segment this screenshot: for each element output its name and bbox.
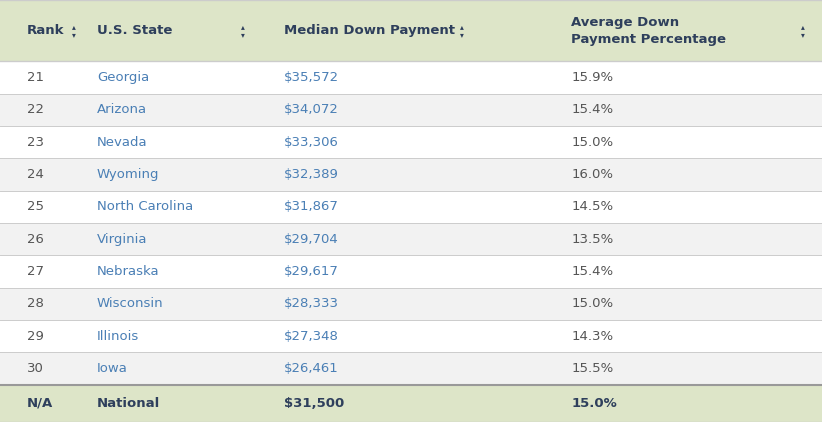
Text: $27,348: $27,348 <box>284 330 339 343</box>
Text: U.S. State: U.S. State <box>97 24 173 37</box>
Text: Arizona: Arizona <box>97 103 147 116</box>
Text: 15.0%: 15.0% <box>571 298 613 311</box>
Text: 21: 21 <box>27 71 44 84</box>
Text: 29: 29 <box>27 330 44 343</box>
Text: Nevada: Nevada <box>97 135 148 149</box>
Text: Illinois: Illinois <box>97 330 139 343</box>
Text: $29,704: $29,704 <box>284 233 339 246</box>
Text: North Carolina: North Carolina <box>97 200 193 214</box>
Text: $32,389: $32,389 <box>284 168 339 181</box>
Bar <box>0 385 822 422</box>
Text: 15.5%: 15.5% <box>571 362 613 375</box>
Bar <box>0 352 822 385</box>
Text: $31,867: $31,867 <box>284 200 339 214</box>
Text: National: National <box>97 397 160 410</box>
Bar <box>0 288 822 320</box>
Text: Virginia: Virginia <box>97 233 147 246</box>
Text: Iowa: Iowa <box>97 362 128 375</box>
Text: 24: 24 <box>27 168 44 181</box>
Text: Median Down Payment: Median Down Payment <box>284 24 455 37</box>
Text: 22: 22 <box>27 103 44 116</box>
Bar <box>0 191 822 223</box>
Text: 27: 27 <box>27 265 44 278</box>
Text: 16.0%: 16.0% <box>571 168 613 181</box>
Text: Wyoming: Wyoming <box>97 168 159 181</box>
Bar <box>0 0 822 61</box>
Text: Wisconsin: Wisconsin <box>97 298 164 311</box>
Text: $31,500: $31,500 <box>284 397 344 410</box>
Text: 30: 30 <box>27 362 44 375</box>
Text: 15.0%: 15.0% <box>571 397 617 410</box>
Bar <box>0 223 822 255</box>
Bar <box>0 320 822 352</box>
Text: 15.0%: 15.0% <box>571 135 613 149</box>
Text: ▴
▾: ▴ ▾ <box>241 22 245 39</box>
Text: 28: 28 <box>27 298 44 311</box>
Bar <box>0 158 822 191</box>
Text: 25: 25 <box>27 200 44 214</box>
Text: 14.3%: 14.3% <box>571 330 613 343</box>
Text: $29,617: $29,617 <box>284 265 339 278</box>
Bar <box>0 94 822 126</box>
Text: $35,572: $35,572 <box>284 71 339 84</box>
Text: $33,306: $33,306 <box>284 135 339 149</box>
Text: 14.5%: 14.5% <box>571 200 613 214</box>
Text: 15.9%: 15.9% <box>571 71 613 84</box>
Text: 15.4%: 15.4% <box>571 265 613 278</box>
Text: ▴
▾: ▴ ▾ <box>460 22 464 39</box>
Bar <box>0 126 822 158</box>
Bar <box>0 255 822 288</box>
Text: $34,072: $34,072 <box>284 103 339 116</box>
Text: 15.4%: 15.4% <box>571 103 613 116</box>
Text: Nebraska: Nebraska <box>97 265 159 278</box>
Bar <box>0 61 822 94</box>
Text: 23: 23 <box>27 135 44 149</box>
Text: $28,333: $28,333 <box>284 298 339 311</box>
Text: N/A: N/A <box>27 397 53 410</box>
Text: 26: 26 <box>27 233 44 246</box>
Text: Average Down
Payment Percentage: Average Down Payment Percentage <box>571 16 727 46</box>
Text: ▴
▾: ▴ ▾ <box>72 22 76 39</box>
Text: $26,461: $26,461 <box>284 362 339 375</box>
Text: Georgia: Georgia <box>97 71 150 84</box>
Text: ▴
▾: ▴ ▾ <box>801 22 806 39</box>
Text: 13.5%: 13.5% <box>571 233 613 246</box>
Text: Rank: Rank <box>27 24 65 37</box>
